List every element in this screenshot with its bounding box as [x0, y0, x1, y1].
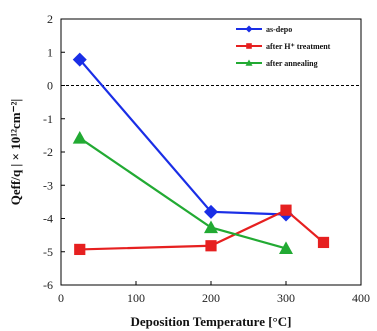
legend: as-depo after H⁺ treatment after annealing [236, 25, 331, 68]
y-tick-label: -1 [43, 112, 53, 126]
y-tick-label: -6 [43, 278, 53, 292]
y-tick-label: -3 [43, 178, 53, 192]
legend-label-1: after H⁺ treatment [266, 42, 331, 51]
square-marker [205, 240, 217, 252]
x-tick-label: 400 [352, 291, 370, 305]
legend-label-0: as-depo [266, 25, 292, 34]
x-tick-label: 100 [127, 291, 145, 305]
y-tick-label: 1 [47, 45, 53, 59]
series-layer [72, 52, 330, 256]
triangle-marker [279, 241, 293, 255]
y-tick-label: 0 [47, 79, 53, 93]
series-line-0 [78, 58, 287, 216]
y-tick-label: -5 [43, 245, 53, 259]
x-tick-label: 0 [58, 291, 64, 305]
diamond-marker [72, 52, 87, 67]
square-marker [317, 236, 330, 249]
y-tick-label: -2 [43, 145, 53, 159]
axis-ticks: -6 -5 -4 -3 -2 -1 0 1 2 0 100 200 300 400 [43, 12, 370, 305]
square-marker [74, 243, 86, 256]
diamond-marker [245, 25, 253, 33]
series-line-2 [79, 137, 287, 250]
triangle-marker [204, 220, 218, 234]
x-tick-label: 300 [277, 291, 295, 305]
legend-label-2: after annealing [266, 59, 318, 68]
y-tick-label: 2 [47, 12, 53, 26]
square-marker [280, 204, 292, 216]
triangle-marker [245, 59, 253, 66]
triangle-marker [72, 131, 87, 144]
square-marker [246, 43, 252, 49]
x-tick-label: 200 [202, 291, 220, 305]
x-axis-title: Deposition Temperature [°C] [131, 314, 292, 329]
y-tick-label: -4 [43, 212, 53, 226]
series-line-1 [79, 208, 325, 251]
diamond-marker [204, 204, 218, 219]
y-axis-title: Qeff/q | × 10¹²cm⁻²| [8, 99, 23, 205]
